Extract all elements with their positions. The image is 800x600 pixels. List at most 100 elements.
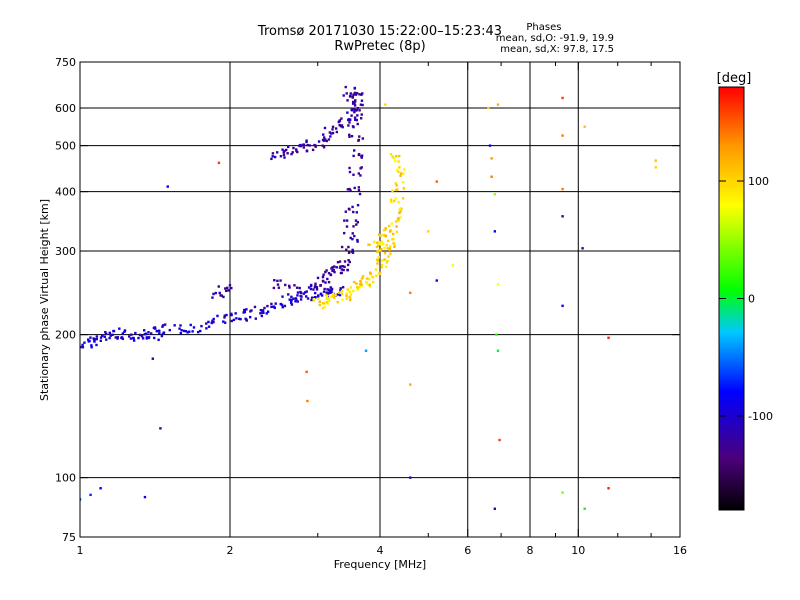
data-point: [312, 298, 316, 301]
data-point: [341, 298, 344, 301]
data-point: [451, 264, 455, 267]
data-point: [334, 127, 338, 130]
data-point: [296, 291, 300, 294]
data-point: [397, 219, 400, 222]
data-point: [397, 217, 400, 220]
data-point: [321, 279, 325, 283]
data-point: [305, 149, 309, 153]
data-point: [338, 266, 342, 269]
x-tick-label: 1: [77, 544, 84, 557]
data-point: [361, 276, 364, 280]
data-point: [302, 143, 305, 146]
data-point: [118, 327, 121, 330]
y-tick-label: 100: [55, 472, 76, 485]
data-point: [307, 286, 311, 289]
data-point: [298, 286, 301, 290]
data-point: [89, 336, 92, 339]
data-point: [391, 155, 394, 158]
data-point: [368, 285, 372, 288]
data-point: [355, 286, 359, 289]
data-point: [397, 170, 400, 174]
data-point: [353, 234, 356, 238]
data-point: [388, 247, 392, 250]
data-point: [200, 324, 203, 328]
data-point: [166, 185, 169, 188]
data-point: [402, 187, 406, 190]
data-point: [292, 146, 295, 150]
data-point: [116, 336, 119, 339]
data-point: [343, 265, 346, 269]
data-point: [357, 286, 361, 289]
data-point: [290, 303, 294, 306]
data-point: [354, 99, 357, 102]
data-point: [358, 135, 361, 138]
data-point: [377, 233, 381, 236]
data-point: [253, 305, 257, 309]
data-point: [288, 298, 291, 301]
data-point: [168, 328, 171, 332]
data-point: [348, 290, 351, 294]
data-point: [561, 304, 564, 308]
data-point: [217, 285, 220, 288]
chart-title: Tromsø 20171030 15:22:00–15:23:43 RwPret…: [160, 24, 600, 54]
data-point: [335, 266, 338, 269]
data-point: [299, 298, 303, 301]
data-point: [348, 135, 351, 138]
data-point: [180, 329, 183, 332]
data-point: [261, 309, 265, 312]
data-point: [399, 216, 402, 219]
data-point: [327, 271, 331, 275]
data-point: [338, 260, 342, 263]
data-point: [294, 300, 297, 303]
data-point: [273, 306, 277, 310]
data-point: [290, 152, 293, 156]
data-point: [380, 247, 383, 251]
data-point: [388, 230, 392, 233]
data-point: [339, 124, 343, 127]
data-point: [287, 284, 291, 288]
data-point: [305, 370, 308, 374]
data-point: [142, 329, 146, 332]
data-point: [235, 317, 238, 320]
data-point: [392, 242, 395, 245]
data-point: [384, 234, 388, 238]
data-point: [372, 280, 375, 284]
data-point: [348, 170, 352, 174]
data-point: [330, 291, 333, 294]
data-point: [132, 336, 135, 340]
data-point: [320, 294, 324, 297]
data-point: [356, 122, 359, 126]
data-point: [232, 318, 236, 322]
data-point: [179, 324, 182, 327]
data-point: [495, 333, 498, 336]
data-point: [199, 329, 202, 333]
data-point: [230, 313, 233, 317]
data-point: [277, 286, 281, 289]
data-point: [123, 330, 126, 333]
grid-lines: [80, 62, 680, 537]
data-point: [336, 293, 340, 296]
data-point: [409, 383, 412, 386]
data-point: [352, 289, 355, 293]
data-point: [299, 144, 302, 148]
data-point: [92, 337, 95, 340]
data-point: [129, 337, 133, 340]
data-point: [360, 113, 363, 116]
data-point: [496, 103, 500, 106]
data-point: [108, 331, 112, 335]
data-point: [345, 292, 348, 295]
phase-stats-header: Phases: [526, 22, 562, 33]
data-point: [154, 327, 157, 330]
data-point: [379, 234, 383, 237]
data-point: [218, 291, 221, 295]
phase-stats: Phases mean, sd,O: -91.9, 19.9 mean, sd,…: [496, 22, 614, 55]
data-point: [182, 329, 186, 333]
data-point: [325, 269, 328, 272]
data-point: [317, 297, 320, 300]
data-point: [347, 207, 351, 211]
y-tick-label: 600: [55, 102, 76, 115]
data-point: [380, 241, 383, 244]
data-point: [358, 109, 361, 112]
data-point: [153, 336, 156, 340]
data-point: [245, 308, 248, 311]
